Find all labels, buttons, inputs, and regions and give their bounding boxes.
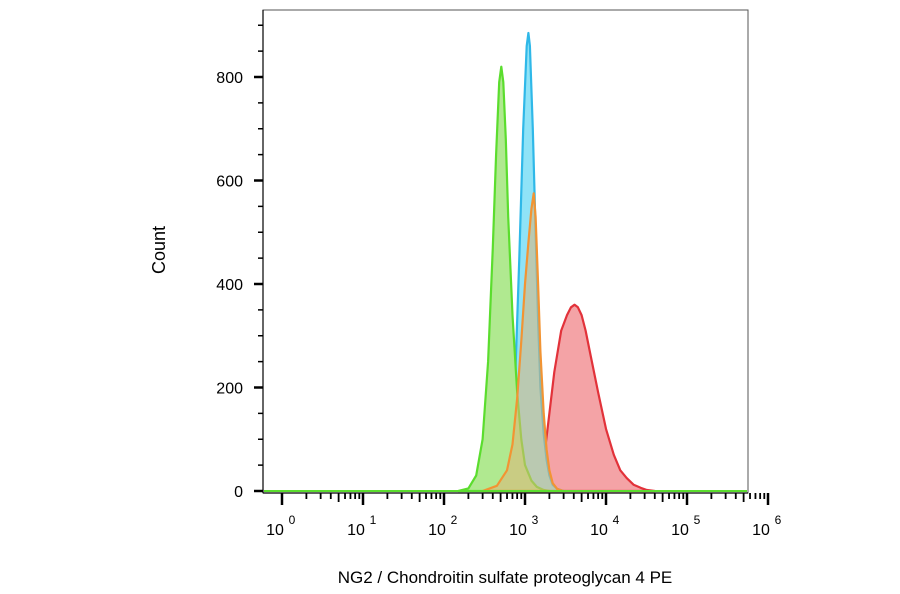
- x-tick-exponent: 3: [532, 513, 539, 527]
- x-tick-label: 10: [590, 522, 608, 539]
- y-tick-label: 800: [216, 70, 243, 87]
- histogram-series-1: [505, 303, 656, 493]
- x-tick-exponent: 0: [289, 513, 296, 527]
- x-tick-exponent: 1: [370, 513, 377, 527]
- x-tick-exponent: 4: [613, 513, 620, 527]
- histogram-series-4: [481, 192, 565, 493]
- x-tick-label: 10: [752, 522, 770, 539]
- y-tick-label: 600: [216, 174, 243, 191]
- x-tick-label: 10: [671, 522, 689, 539]
- y-tick-label: 0: [234, 484, 243, 501]
- x-tick-label: 10: [509, 522, 527, 539]
- x-tick-exponent: 6: [775, 513, 782, 527]
- y-tick-label: 400: [216, 277, 243, 294]
- y-axis-label: Count: [149, 226, 169, 274]
- x-axis: 10 0 10 1 10 2 10 3 10 4 10 5 10 6: [263, 492, 782, 539]
- y-axis: 0 200 400 600 800: [216, 10, 264, 501]
- series-layer: [264, 31, 747, 493]
- x-tick-exponent: 2: [451, 513, 458, 527]
- x-tick-label: 10: [428, 522, 446, 539]
- x-tick-label: 10: [347, 522, 365, 539]
- y-tick-label: 200: [216, 381, 243, 398]
- x-axis-label: NG2 / Chondroitin sulfate proteoglycan 4…: [338, 568, 673, 587]
- x-tick-label: 10: [266, 522, 284, 539]
- x-tick-exponent: 5: [694, 513, 701, 527]
